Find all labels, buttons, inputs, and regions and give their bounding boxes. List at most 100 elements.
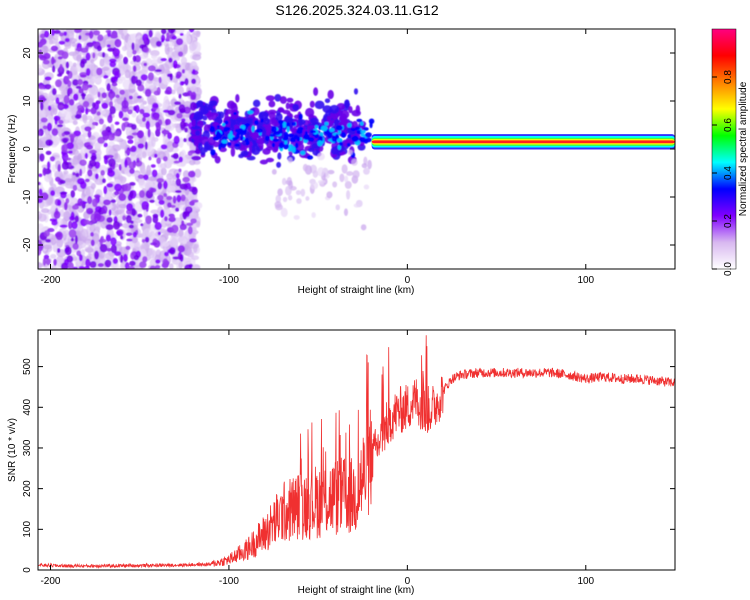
colorbar-tick-label: 0.2 bbox=[723, 214, 734, 228]
heatmap-cell bbox=[175, 172, 180, 179]
heatmap-cell bbox=[310, 130, 317, 134]
heatmap-cell bbox=[175, 178, 182, 187]
spectrogram-ylabel: Frequency (Hz) bbox=[7, 115, 18, 184]
heatmap-cell bbox=[290, 128, 298, 133]
heatmap-cell bbox=[344, 175, 349, 183]
heatmap-cell bbox=[106, 247, 113, 252]
heatmap-cell bbox=[173, 135, 180, 145]
heatmap-cell bbox=[150, 164, 156, 168]
heatmap-cell bbox=[122, 117, 129, 122]
heatmap-cell bbox=[163, 180, 168, 190]
heatmap-cell bbox=[46, 122, 53, 132]
heatmap-cell bbox=[169, 247, 176, 255]
heatmap-cell bbox=[68, 98, 75, 106]
heatmap-cell bbox=[191, 91, 197, 100]
heatmap-cell bbox=[208, 100, 218, 107]
heatmap-cell bbox=[68, 150, 73, 154]
heatmap-cell bbox=[317, 167, 325, 177]
heatmap-cell bbox=[151, 136, 156, 148]
heatmap-cell bbox=[133, 92, 140, 103]
heatmap-cell bbox=[265, 157, 275, 163]
heatmap-cell bbox=[214, 155, 221, 164]
heatmap-cell bbox=[271, 169, 277, 175]
heatmap-cell bbox=[145, 120, 151, 130]
heatmap-cell bbox=[360, 224, 367, 231]
colorbar-label: Normalized spectral amplitude bbox=[738, 81, 749, 216]
heatmap-cell bbox=[79, 74, 87, 78]
heatmap-cell bbox=[97, 263, 104, 268]
heatmap-cell bbox=[353, 88, 359, 95]
heatmap-cell bbox=[40, 102, 44, 111]
figure-title: S126.2025.324.03.11.G12 bbox=[275, 2, 438, 18]
heatmap-cell bbox=[236, 117, 246, 123]
heatmap-cell bbox=[133, 254, 140, 261]
heatmap-cell bbox=[285, 185, 292, 196]
heatmap-cell bbox=[332, 181, 338, 188]
snr-plot-area bbox=[38, 330, 675, 570]
heatmap-cell bbox=[140, 74, 148, 81]
heatmap-cell bbox=[354, 126, 361, 131]
heatmap-cell bbox=[178, 156, 184, 163]
heatmap-cell bbox=[177, 229, 184, 237]
heatmap-cell bbox=[133, 218, 143, 224]
heatmap-cell bbox=[57, 56, 63, 60]
colorbar-gradient bbox=[711, 28, 737, 270]
heatmap-cell bbox=[153, 90, 160, 96]
heatmap-cell bbox=[185, 182, 192, 190]
heatmap-cell bbox=[173, 160, 180, 164]
snr-xlabel: Height of straight line (km) bbox=[298, 585, 415, 596]
heatmap-cell bbox=[155, 259, 161, 264]
heatmap-cell bbox=[163, 128, 167, 137]
heatmap-cell bbox=[277, 107, 284, 112]
heatmap-cell bbox=[89, 260, 97, 269]
heatmap-cell bbox=[110, 244, 118, 254]
heatmap-cell bbox=[97, 34, 104, 42]
colorbar-tick-label: 0.0 bbox=[723, 262, 734, 276]
snr-ytick-label: 300 bbox=[22, 439, 33, 456]
heatmap-cell bbox=[71, 164, 81, 172]
heatmap-cell bbox=[333, 118, 339, 127]
heatmap-cell bbox=[300, 150, 306, 156]
heatmap-cell bbox=[43, 230, 50, 237]
heatmap-cell bbox=[38, 181, 41, 186]
carrier-band-4 bbox=[371, 140, 675, 144]
heatmap-cell bbox=[351, 158, 358, 166]
heatmap-cell bbox=[114, 38, 122, 48]
heatmap-cell bbox=[154, 222, 162, 231]
snr-ytick-label: 400 bbox=[22, 399, 33, 416]
heatmap-cell bbox=[283, 143, 289, 150]
heatmap-cell bbox=[98, 118, 104, 125]
heatmap-cell bbox=[291, 121, 296, 126]
heatmap-cell bbox=[125, 245, 131, 250]
heatmap-cell bbox=[278, 142, 284, 149]
heatmap-cell bbox=[72, 120, 78, 126]
heatmap-cell bbox=[53, 258, 57, 266]
heatmap-cell bbox=[196, 100, 204, 108]
colorbar-tick-label: 0.4 bbox=[723, 166, 734, 180]
heatmap-cell bbox=[88, 30, 94, 39]
heatmap-cell bbox=[245, 123, 250, 127]
heatmap-cell bbox=[336, 125, 343, 131]
heatmap-cell bbox=[79, 29, 90, 41]
heatmap-cell bbox=[114, 71, 120, 79]
heatmap-cell bbox=[57, 49, 65, 56]
heatmap-cell bbox=[239, 124, 246, 130]
heatmap-cell bbox=[191, 54, 202, 61]
heatmap-cell bbox=[286, 122, 291, 128]
heatmap-cell bbox=[93, 194, 101, 199]
heatmap-cell bbox=[137, 174, 145, 179]
heatmap-cell bbox=[87, 169, 93, 177]
heatmap-cell bbox=[169, 73, 173, 81]
heatmap-cell bbox=[109, 93, 113, 101]
heatmap-cell bbox=[252, 99, 261, 108]
heatmap-cell bbox=[124, 159, 128, 168]
heatmap-cell bbox=[140, 223, 144, 227]
spectrogram-marks bbox=[38, 29, 375, 269]
heatmap-cell bbox=[80, 228, 89, 241]
heatmap-cell bbox=[127, 265, 135, 269]
heatmap-cell bbox=[74, 114, 82, 120]
heatmap-cell bbox=[138, 190, 146, 199]
heatmap-cell bbox=[162, 258, 169, 268]
heatmap-cell bbox=[102, 199, 111, 206]
heatmap-cell bbox=[119, 89, 125, 95]
